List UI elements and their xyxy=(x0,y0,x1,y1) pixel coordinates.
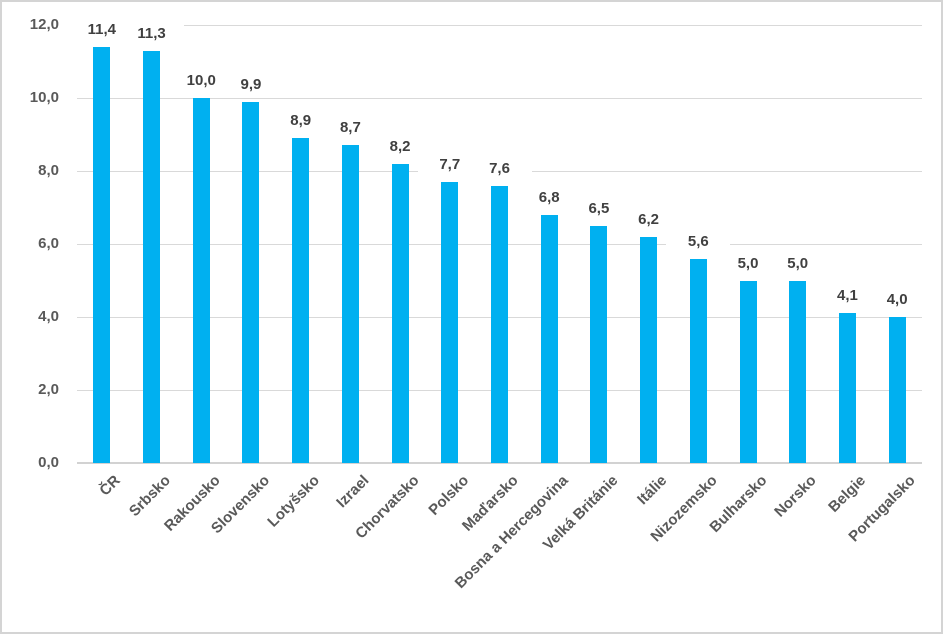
bar-value-label: 6,8 xyxy=(517,187,582,207)
bar-ČR xyxy=(93,46,111,463)
bar-value-label: 9,9 xyxy=(218,74,283,94)
bar-Polsko xyxy=(441,181,459,463)
x-category-label: Belgie xyxy=(825,472,870,516)
bar-Portugalsko xyxy=(888,317,906,463)
x-category-label: Izrael xyxy=(333,472,373,512)
y-gridline xyxy=(77,98,922,99)
x-category-label: Srbsko xyxy=(125,472,174,520)
bar-Itálie xyxy=(640,236,658,463)
bar-Velká Británie xyxy=(590,225,608,463)
y-axis-tick-label: 10,0 xyxy=(29,89,59,106)
x-category-label: Itálie xyxy=(634,472,671,509)
bar-value-label: 8,9 xyxy=(268,111,333,131)
bar-value-label: 5,0 xyxy=(716,253,781,273)
bar-Izrael xyxy=(341,145,359,463)
bar-value-label: 4,0 xyxy=(865,290,930,309)
x-category-label: Norsko xyxy=(771,472,820,521)
bar-value-label: 8,2 xyxy=(368,136,433,156)
y-axis-tick-label: 0,0 xyxy=(38,454,59,471)
bar-value-label: 11,4 xyxy=(69,19,134,39)
bar-value-label: 10,0 xyxy=(169,71,234,90)
x-category-label: ČR xyxy=(96,472,124,500)
bar-value-label: 5,6 xyxy=(666,231,731,251)
y-gridline xyxy=(77,25,922,26)
x-category-label: Lotyšsko xyxy=(264,472,323,531)
bar-Srbsko xyxy=(143,50,161,463)
bar-value-label: 7,6 xyxy=(467,158,532,178)
x-axis-line xyxy=(77,462,922,464)
bar-Lotyšsko xyxy=(292,138,310,463)
y-axis-tick-label: 6,0 xyxy=(38,235,59,252)
bar-value-label: 7,7 xyxy=(417,154,482,174)
bar-value-label: 6,5 xyxy=(566,198,631,218)
x-category-label: Polsko xyxy=(425,472,472,519)
bar-Chorvatsko xyxy=(391,163,409,463)
bar-value-label: 5,0 xyxy=(765,253,830,273)
bar-Rakousko xyxy=(192,98,210,463)
y-axis-tick-label: 12,0 xyxy=(29,16,59,33)
y-axis-tick-label: 4,0 xyxy=(38,308,59,325)
bar-Bosna a Hercegovina xyxy=(540,214,558,463)
bar-value-label: 8,7 xyxy=(318,118,383,138)
bar-Belgie xyxy=(838,313,856,463)
bar-Norsko xyxy=(789,280,807,463)
bar-Slovensko xyxy=(242,101,260,463)
bar-Nizozemsko xyxy=(689,258,707,463)
y-axis-tick-label: 8,0 xyxy=(38,162,59,179)
bar-Bulharsko xyxy=(739,280,757,463)
bar-Maďarsko xyxy=(491,185,508,463)
bar-value-label: 6,2 xyxy=(616,209,681,229)
y-axis-tick-label: 2,0 xyxy=(38,381,59,398)
bar-value-label: 4,1 xyxy=(815,286,880,306)
bar-value-label: 11,3 xyxy=(119,23,184,43)
